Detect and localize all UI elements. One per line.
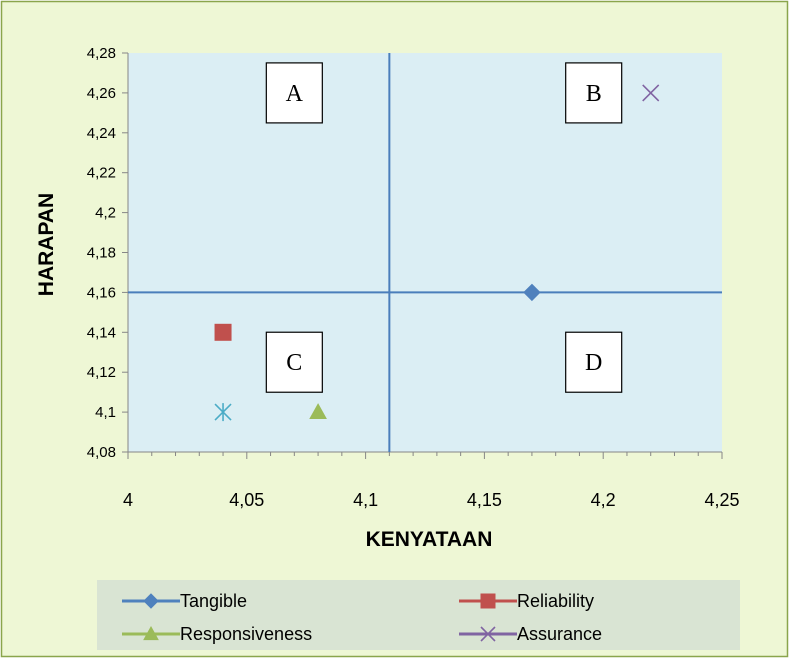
plot-area xyxy=(128,53,722,452)
quadrant-label-d: D xyxy=(566,332,622,392)
quadrant-label-a: A xyxy=(266,63,322,123)
legend-marker xyxy=(481,594,495,608)
x-tick-label: 4,2 xyxy=(591,490,616,510)
quadrant-label-c: C xyxy=(266,332,322,392)
x-axis-title: KENYATAAN xyxy=(366,528,493,551)
legend-label: Tangible xyxy=(180,591,247,611)
y-tick-label: 4,1 xyxy=(95,404,116,421)
y-tick-label: 4,24 xyxy=(87,125,116,142)
y-tick-label: 4,16 xyxy=(87,284,116,301)
quadrant-label-text: D xyxy=(585,350,602,376)
y-tick-label: 4,28 xyxy=(87,45,116,62)
data-point-reliability xyxy=(215,324,231,340)
y-tick-label: 4,22 xyxy=(87,165,116,182)
y-tick-label: 4,2 xyxy=(95,205,116,222)
y-tick-label: 4,14 xyxy=(87,324,116,341)
x-tick-label: 4,15 xyxy=(467,490,502,510)
legend-label: Reliability xyxy=(517,591,594,611)
legend-label: Assurance xyxy=(517,624,602,644)
quadrant-label-b: B xyxy=(566,63,622,123)
x-tick-label: 4,25 xyxy=(704,490,739,510)
quadrant-label-text: A xyxy=(286,81,304,107)
x-tick-label: 4,1 xyxy=(353,490,378,510)
y-tick-label: 4,26 xyxy=(87,85,116,102)
x-tick-label: 4,05 xyxy=(229,490,264,510)
legend-label: Responsiveness xyxy=(180,624,312,644)
legend: Tangible Reliability Responsiveness Assuran… xyxy=(97,580,740,650)
quadrant-label-text: C xyxy=(286,350,302,376)
quadrant-label-text: B xyxy=(586,81,602,107)
y-tick-label: 4,08 xyxy=(87,444,116,461)
y-tick-label: 4,12 xyxy=(87,364,116,381)
y-axis-title: HARAPAN xyxy=(35,193,58,296)
y-tick-label: 4,18 xyxy=(87,245,116,262)
x-tick-label: 4 xyxy=(123,490,133,510)
